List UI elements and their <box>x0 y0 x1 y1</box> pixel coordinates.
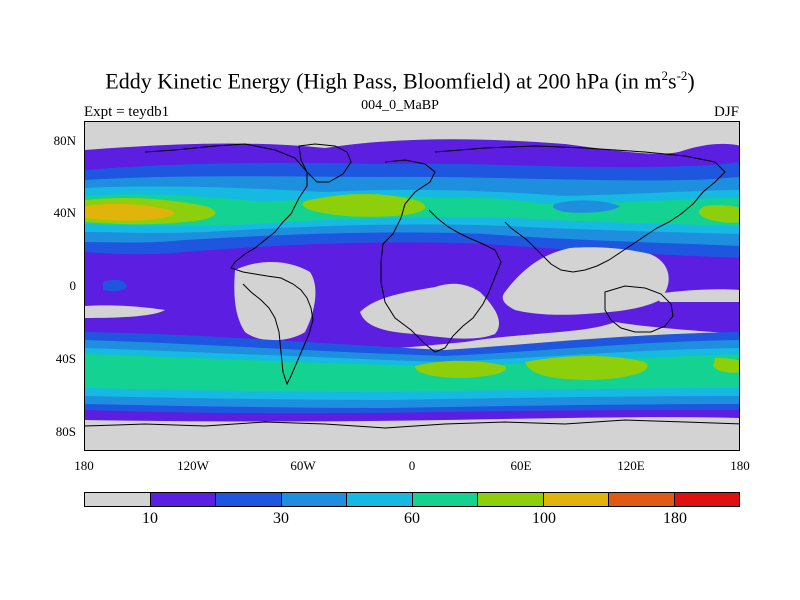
colorbar <box>84 492 740 507</box>
colorbar-label-10: 10 <box>142 510 158 527</box>
storm-track-south-pacific <box>713 358 739 373</box>
coastline-antarctica <box>85 419 739 429</box>
map-svg <box>85 122 739 450</box>
colorbar-cell <box>478 493 544 506</box>
antarctic-low-region <box>85 412 739 450</box>
colorbar-cell <box>609 493 675 506</box>
lon-tick-60e: 60E <box>510 458 532 473</box>
chart-title: Eddy Kinetic Energy (High Pass, Bloomfie… <box>105 68 695 94</box>
map-panel <box>84 121 740 451</box>
tropics-east-pacific-strip <box>85 305 165 318</box>
tropics-indian-ocean <box>502 247 669 315</box>
storm-track-atlantic <box>302 194 426 217</box>
colorbar-label-100: 100 <box>532 510 556 527</box>
colorbar-cell <box>674 493 739 506</box>
colorbar-cell <box>347 493 413 506</box>
coastlines <box>85 143 739 429</box>
lat-tick-80n: 80N <box>53 133 76 148</box>
storm-track-indian-ocean <box>525 356 648 380</box>
experiment-label: Expt = teydb1 <box>84 104 170 120</box>
lon-tick-180e: 180 <box>730 458 750 473</box>
colorbar-cell <box>281 493 347 506</box>
lat-tick-80s: 80S <box>55 424 76 439</box>
colorbar-cell <box>216 493 282 506</box>
coastline-australia <box>604 285 674 333</box>
colorbar-cell <box>543 493 609 506</box>
colorbar-label-180: 180 <box>663 510 687 527</box>
season-label: DJF <box>713 104 739 120</box>
lon-tick-120e: 120E <box>617 458 645 473</box>
tropics-south-america <box>234 261 316 341</box>
lat-tick-40s: 40S <box>55 351 76 366</box>
storm-track-south-atlantic <box>415 360 506 378</box>
lon-tick-0: 0 <box>408 458 416 473</box>
coastline-europe-africa <box>380 159 502 353</box>
colorbar-label-60: 60 <box>404 510 420 527</box>
colorbar-cell <box>412 493 478 506</box>
lon-tick-180w: 180 <box>74 458 94 473</box>
lat-tick-0: 0 <box>69 278 77 293</box>
storm-track-pacific-core <box>85 203 174 221</box>
asia-jet-pocket <box>553 200 620 213</box>
colorbar-label-30: 30 <box>273 510 289 527</box>
lat-tick-40n: 40N <box>53 205 76 220</box>
antarctic-purple-edge <box>85 410 739 422</box>
coastline-greenland <box>298 143 352 183</box>
colorbar-cell <box>85 493 151 506</box>
tropics-blue-spot <box>103 279 127 292</box>
coastline-north-america <box>144 143 314 386</box>
colorbar-cell <box>150 493 216 506</box>
lon-tick-60w: 60W <box>290 458 316 473</box>
chart-subtitle: 004_0_MaBP <box>361 98 439 113</box>
coastline-asia <box>434 145 726 273</box>
lon-tick-120w: 120W <box>177 458 209 473</box>
storm-track-pacific-east <box>699 205 739 223</box>
tropics-west-pacific-strip <box>655 289 739 302</box>
